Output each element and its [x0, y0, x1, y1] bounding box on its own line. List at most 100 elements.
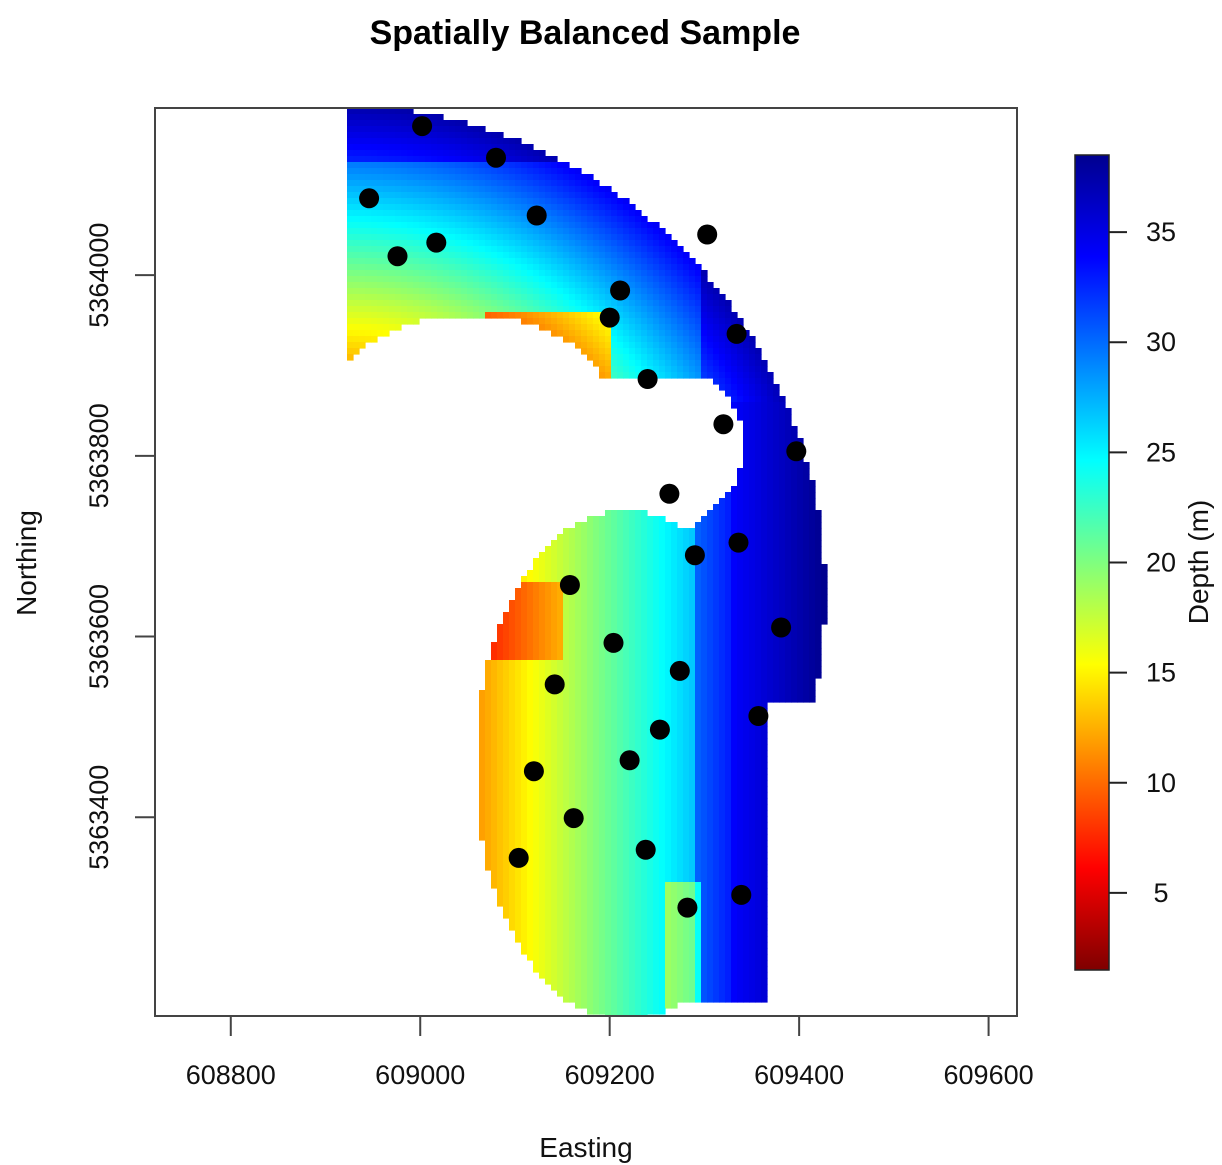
heatmap-cell — [731, 708, 738, 715]
heatmap-cell — [641, 714, 648, 721]
heatmap-cell — [773, 696, 780, 703]
heatmap-cell — [719, 516, 726, 523]
heatmap-cell — [593, 816, 600, 823]
heatmap-cell — [539, 762, 546, 769]
heatmap-cell — [647, 342, 654, 349]
heatmap-cell — [743, 594, 750, 601]
heatmap-cell — [515, 588, 522, 595]
heatmap-cell — [755, 768, 762, 775]
heatmap-cell — [575, 318, 582, 325]
heatmap-cell — [497, 720, 504, 727]
heatmap-cell — [677, 702, 684, 709]
heatmap-cell — [755, 408, 762, 415]
heatmap-cell — [653, 756, 660, 763]
heatmap-cell — [563, 264, 570, 271]
heatmap-cell — [623, 204, 630, 211]
heatmap-cell — [695, 582, 702, 589]
heatmap-cell — [713, 528, 720, 535]
heatmap-cell — [719, 360, 726, 367]
heatmap-cell — [659, 624, 666, 631]
heatmap-cell — [353, 156, 360, 163]
heatmap-cell — [371, 246, 378, 253]
heatmap-cell — [605, 660, 612, 667]
heatmap-cell — [539, 810, 546, 817]
heatmap-cell — [611, 780, 618, 787]
heatmap-cell — [425, 210, 432, 217]
heatmap-cell — [683, 678, 690, 685]
heatmap-cell — [737, 648, 744, 655]
heatmap-cell — [617, 330, 624, 337]
heatmap-cell — [647, 774, 654, 781]
heatmap-cell — [377, 276, 384, 283]
heatmap-cell — [641, 558, 648, 565]
heatmap-cell — [563, 552, 570, 559]
heatmap-cell — [731, 570, 738, 577]
heatmap-cell — [695, 750, 702, 757]
heatmap-cell — [515, 180, 522, 187]
heatmap-cell — [665, 654, 672, 661]
heatmap-cell — [755, 774, 762, 781]
heatmap-cell — [779, 606, 786, 613]
heatmap-cell — [545, 246, 552, 253]
heatmap-cell — [683, 726, 690, 733]
heatmap-cell — [389, 306, 396, 313]
heatmap-cell — [485, 684, 492, 691]
heatmap-cell — [671, 750, 678, 757]
heatmap-cell — [671, 630, 678, 637]
heatmap-cell — [749, 690, 756, 697]
heatmap-cell — [653, 678, 660, 685]
heatmap-cell — [719, 528, 726, 535]
heatmap-cell — [761, 660, 768, 667]
heatmap-cell — [761, 696, 768, 703]
heatmap-cell — [521, 318, 528, 325]
heatmap-cell — [461, 180, 468, 187]
heatmap-cell — [563, 762, 570, 769]
heatmap-cell — [773, 498, 780, 505]
heatmap-cell — [815, 672, 822, 679]
heatmap-cell — [539, 630, 546, 637]
heatmap-cell — [401, 198, 408, 205]
heatmap-cell — [611, 234, 618, 241]
heatmap-cell — [443, 138, 450, 145]
heatmap-cell — [395, 198, 402, 205]
heatmap-cell — [689, 804, 696, 811]
heatmap-cell — [743, 486, 750, 493]
heatmap-cell — [755, 666, 762, 673]
heatmap-cell — [407, 216, 414, 223]
heatmap-cell — [725, 534, 732, 541]
heatmap-cell — [689, 372, 696, 379]
heatmap-cell — [689, 318, 696, 325]
heatmap-cell — [713, 636, 720, 643]
heatmap-cell — [509, 636, 516, 643]
heatmap-cell — [719, 522, 726, 529]
heatmap-cell — [485, 234, 492, 241]
heatmap-cell — [617, 204, 624, 211]
heatmap-cell — [557, 750, 564, 757]
heatmap-cell — [605, 702, 612, 709]
heatmap-cell — [707, 600, 714, 607]
heatmap-cell — [665, 240, 672, 247]
heatmap-cell — [665, 816, 672, 823]
heatmap-cell — [761, 690, 768, 697]
heatmap-cell — [653, 336, 660, 343]
heatmap-cell — [641, 708, 648, 715]
heatmap-cell — [791, 600, 798, 607]
heatmap-cell — [359, 132, 366, 139]
heatmap-cell — [545, 744, 552, 751]
heatmap-cell — [755, 540, 762, 547]
heatmap-cell — [695, 720, 702, 727]
heatmap-cell — [647, 324, 654, 331]
heatmap-cell — [701, 564, 708, 571]
heatmap-cell — [749, 594, 756, 601]
heatmap-cell — [527, 162, 534, 169]
heatmap-cell — [623, 354, 630, 361]
heatmap-cell — [737, 630, 744, 637]
heatmap-cell — [737, 702, 744, 709]
heatmap-cell — [593, 222, 600, 229]
heatmap-cell — [575, 672, 582, 679]
heatmap-cell — [695, 522, 702, 529]
heatmap-cell — [653, 282, 660, 289]
heatmap-cell — [395, 180, 402, 187]
heatmap-cell — [695, 780, 702, 787]
heatmap-cell — [809, 516, 816, 523]
